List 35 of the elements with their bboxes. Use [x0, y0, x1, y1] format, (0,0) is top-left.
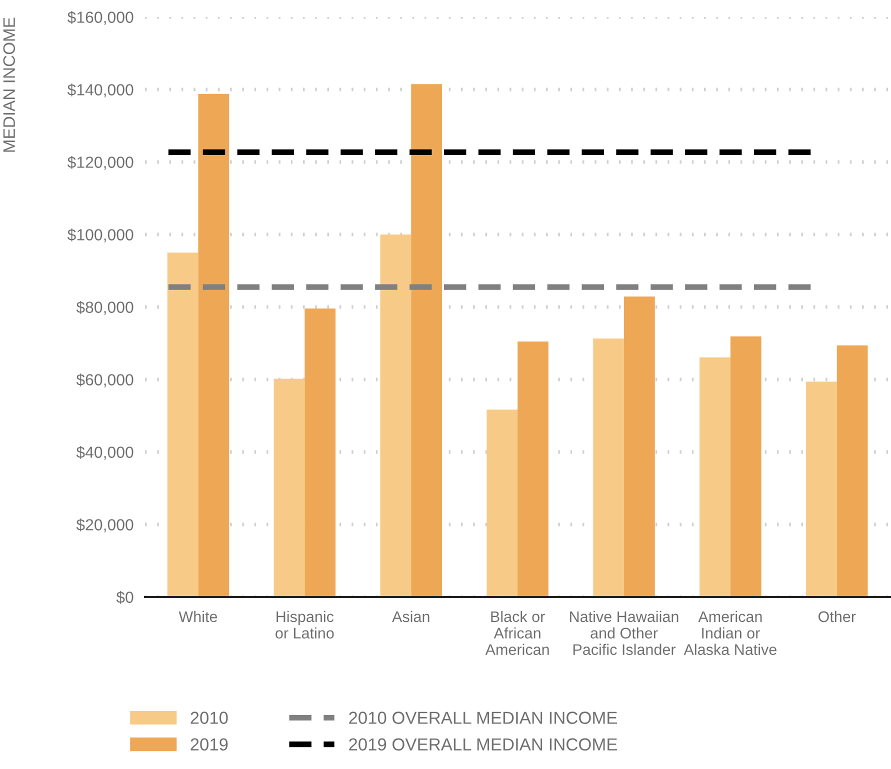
- x-tick-label: Black or African American: [485, 610, 549, 656]
- x-tick-label: Native Hawaiian and Other Pacific Islander: [570, 610, 678, 656]
- y-tick-label: $0: [116, 590, 134, 604]
- y-tick-label: $80,000: [76, 300, 134, 315]
- legend-label: 2010 OVERALL MEDIAN INCOME: [349, 712, 618, 724]
- bar: [411, 84, 442, 597]
- y-tick-label: $140,000: [67, 83, 134, 98]
- bar: [274, 378, 305, 597]
- bar: [730, 336, 762, 597]
- x-tick-label: American Indian or Alaska Native: [684, 610, 776, 656]
- y-tick-label: $120,000: [67, 156, 134, 170]
- legend-label: 2010: [190, 712, 228, 724]
- bar: [806, 382, 837, 597]
- legend-label: 2019 OVERALL MEDIAN INCOME: [349, 738, 618, 751]
- bar: [304, 308, 336, 597]
- bar: [198, 94, 230, 597]
- bar: [518, 341, 548, 597]
- x-tick-label: Asian: [392, 610, 430, 622]
- legend-label: 2019: [190, 738, 228, 751]
- y-tick-label: $160,000: [67, 10, 134, 25]
- bar: [593, 338, 624, 597]
- y-tick-label: $40,000: [76, 446, 134, 460]
- y-tick-label: $60,000: [76, 373, 134, 388]
- bar: [700, 357, 730, 597]
- y-tick-label: $100,000: [67, 228, 134, 242]
- x-tick-label: White: [178, 610, 218, 622]
- y-axis-title: MEDIAN INCOME: [3, 18, 16, 152]
- x-tick-label: Hispanic or Latino: [276, 610, 334, 639]
- bar: [380, 234, 412, 597]
- bar: [836, 345, 868, 597]
- x-tick-label: Other: [818, 610, 856, 622]
- bar: [167, 252, 198, 597]
- y-tick-label: $20,000: [76, 518, 134, 532]
- bar: [624, 296, 655, 597]
- bar: [486, 410, 518, 597]
